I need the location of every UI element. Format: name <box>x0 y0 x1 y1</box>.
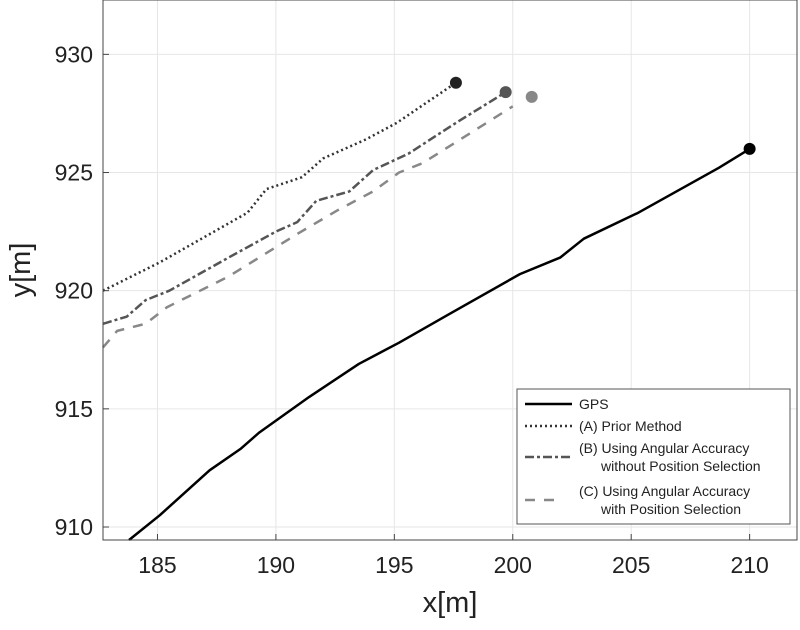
grid <box>103 0 797 540</box>
y-tick-label: 910 <box>55 514 93 540</box>
legend-label-gps: GPS <box>579 396 609 412</box>
legend-label-b-line1: (B) Using Angular Accuracy <box>579 440 749 456</box>
y-tick-label: 925 <box>55 160 93 186</box>
series-line-b <box>102 91 507 325</box>
x-tick-label: 185 <box>138 552 176 578</box>
x-tick-label: 210 <box>730 552 768 578</box>
y-axis-label: y[m] <box>5 243 37 298</box>
end-marker-gps <box>743 142 756 155</box>
end-marker-c <box>525 90 538 103</box>
series-line-a <box>102 81 457 292</box>
y-tick-label: 915 <box>55 396 93 422</box>
legend-label-a: (A) Prior Method <box>579 418 682 434</box>
x-axis-label: x[m] <box>423 587 478 619</box>
x-tick-label: 200 <box>494 552 532 578</box>
x-tick-label: 205 <box>612 552 650 578</box>
plot-frame <box>102 0 798 541</box>
y-tick-label: 920 <box>55 278 93 304</box>
x-tick-label: 195 <box>375 552 413 578</box>
series-group <box>102 76 756 541</box>
legend: GPS (A) Prior Method (B) Using Angular A… <box>516 388 791 525</box>
y-tick-label: 930 <box>55 41 93 67</box>
end-marker-a <box>449 76 462 89</box>
series-line-gps <box>128 147 751 541</box>
series-line-c <box>102 105 514 349</box>
legend-label-b-line2: without Position Selection <box>600 458 761 474</box>
ticks: 185 190 195 200 205 210 910 915 920 925 930 <box>55 41 769 578</box>
x-tick-label: 190 <box>257 552 295 578</box>
end-marker-b <box>499 86 512 99</box>
legend-label-c-line1: (C) Using Angular Accuracy <box>579 483 750 499</box>
legend-label-c-line2: with Position Selection <box>600 501 741 517</box>
